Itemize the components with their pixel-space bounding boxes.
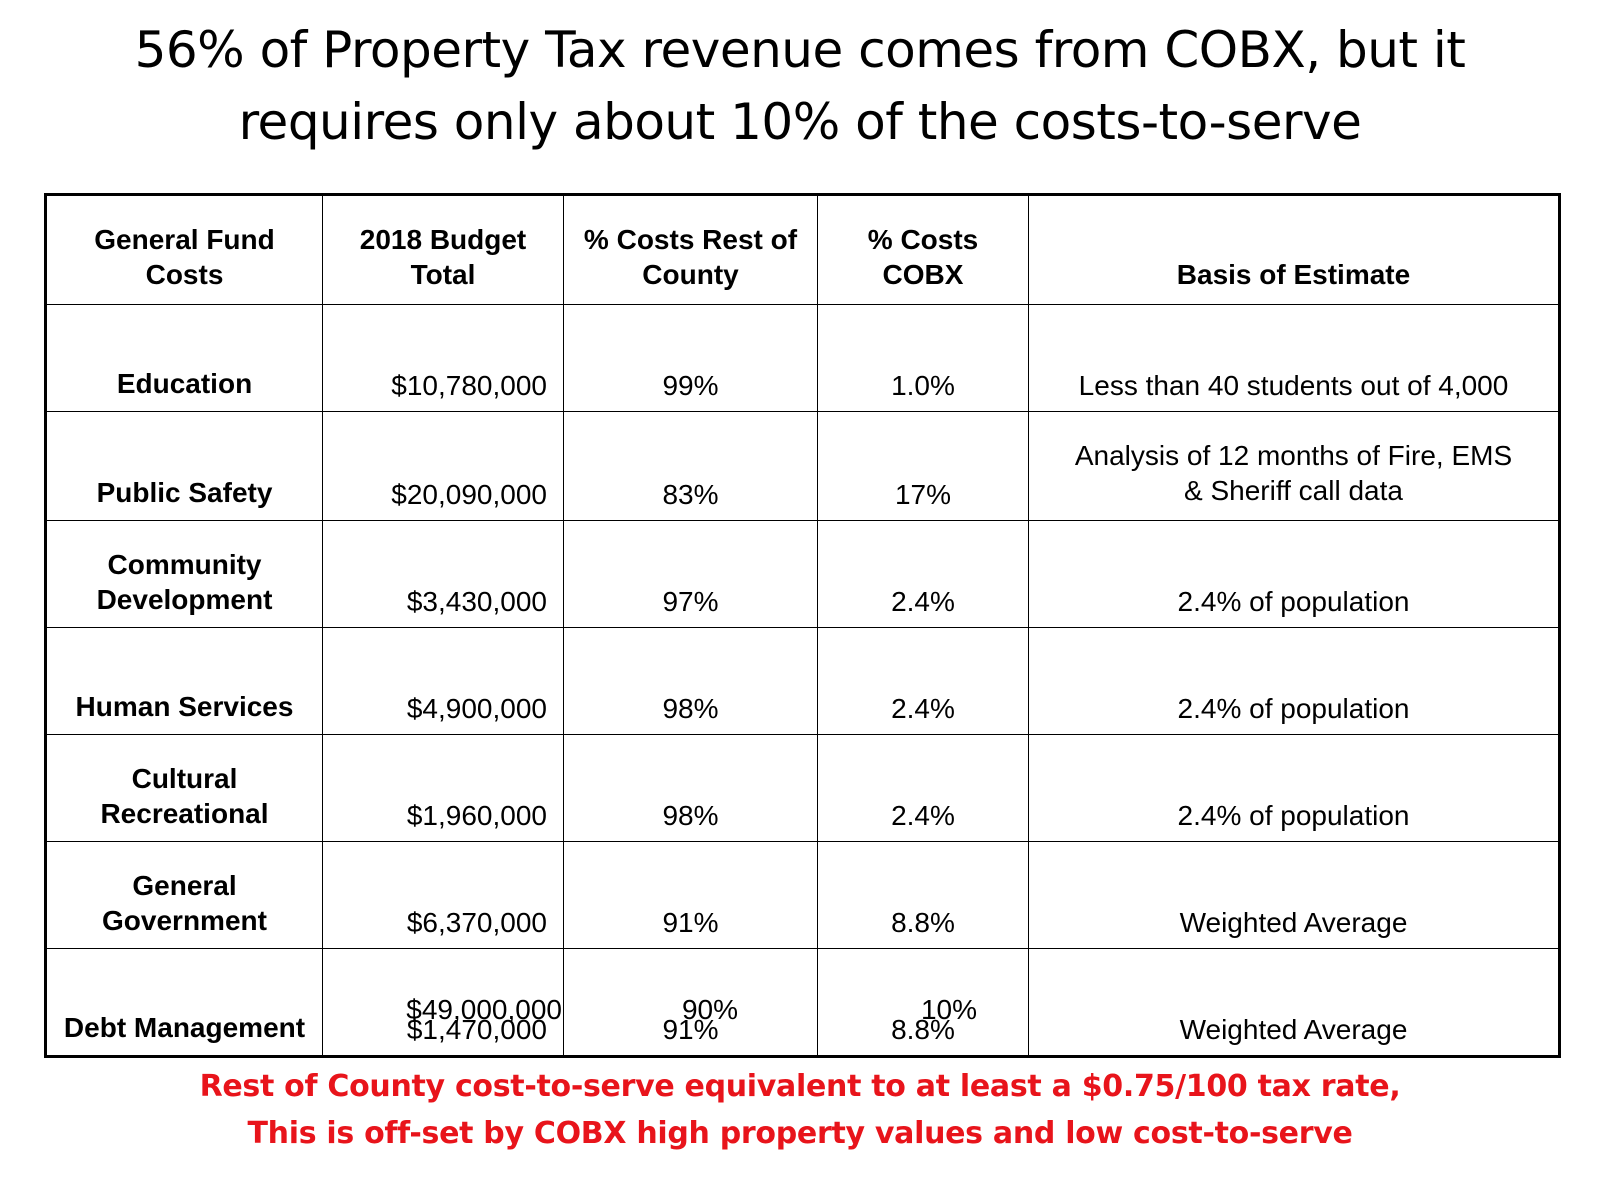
row-category: Human Services [45, 627, 323, 735]
slide-title: 56% of Property Tax revenue comes from C… [0, 14, 1600, 158]
row-budget: $1,470,000 [322, 948, 564, 1057]
row-basis: 2.4% of population [1028, 627, 1560, 735]
row-basis: 2.4% of population [1028, 520, 1560, 628]
footnote-line-1: Rest of County cost-to-serve equivalent … [199, 1069, 1401, 1104]
table-row: Human Services $4,900,000 98% 2.4% 2.4% … [45, 627, 1560, 735]
row-cobx-pct: 1.0% [817, 304, 1029, 412]
footnote: Rest of County cost-to-serve equivalent … [0, 1063, 1600, 1157]
total-rest-pct: 90% [681, 994, 739, 1025]
row-rest-pct: 99% [563, 304, 818, 412]
table-row: Public Safety $20,090,000 83% 17% Analys… [45, 411, 1560, 521]
row-budget: $20,090,000 [322, 411, 564, 521]
header-cobx: % Costs COBX [817, 194, 1029, 305]
header-category: General Fund Costs [45, 194, 323, 305]
title-line-1: 56% of Property Tax revenue comes from C… [134, 21, 1466, 79]
row-rest-pct: 91% [563, 841, 818, 949]
row-budget: $1,960,000 [322, 734, 564, 842]
row-budget: $4,900,000 [322, 627, 564, 735]
row-category: General Government [45, 841, 323, 949]
table-header-row: General Fund Costs 2018 Budget Total % C… [45, 194, 1560, 305]
row-category: Debt Management [45, 948, 323, 1057]
row-budget: $10,780,000 [322, 304, 564, 412]
title-line-2: requires only about 10% of the costs-to-… [238, 93, 1362, 151]
row-basis: Weighted Average [1028, 948, 1560, 1057]
row-rest-pct: 98% [563, 627, 818, 735]
row-basis: Weighted Average [1028, 841, 1560, 949]
row-cobx-pct: 17% [817, 411, 1029, 521]
row-category: Public Safety [45, 411, 323, 521]
totals-row: $49,000,000 90% 10% [0, 990, 1600, 1030]
header-rest-of-county: % Costs Rest of County [563, 194, 818, 305]
table-row: Education $10,780,000 99% 1.0% Less than… [45, 304, 1560, 412]
table-row: Cultural Recreational $1,960,000 98% 2.4… [45, 734, 1560, 842]
row-cobx-pct: 2.4% [817, 520, 1029, 628]
row-basis: Analysis of 12 months of Fire, EMS & She… [1028, 411, 1560, 521]
footnote-line-2: This is off-set by COBX high property va… [247, 1116, 1353, 1151]
cost-table: General Fund Costs 2018 Budget Total % C… [44, 193, 1561, 1058]
row-rest-pct: 97% [563, 520, 818, 628]
table-row: Debt Management $1,470,000 91% 8.8% Weig… [45, 948, 1560, 1057]
row-category: Cultural Recreational [45, 734, 323, 842]
row-category: Education [45, 304, 323, 412]
row-cobx-pct: 8.8% [817, 948, 1029, 1057]
row-cobx-pct: 2.4% [817, 734, 1029, 842]
row-budget: $3,430,000 [322, 520, 564, 628]
row-rest-pct: 83% [563, 411, 818, 521]
table-row: General Government $6,370,000 91% 8.8% W… [45, 841, 1560, 949]
row-basis: 2.4% of population [1028, 734, 1560, 842]
row-cobx-pct: 2.4% [817, 627, 1029, 735]
row-category: Community Development [45, 520, 323, 628]
total-cobx-pct: 10% [920, 994, 978, 1025]
row-rest-pct: 98% [563, 734, 818, 842]
total-budget: $49,000,000 [406, 994, 562, 1025]
table-row: Community Development $3,430,000 97% 2.4… [45, 520, 1560, 628]
header-basis: Basis of Estimate [1028, 194, 1560, 305]
header-budget: 2018 Budget Total [322, 194, 564, 305]
row-basis: Less than 40 students out of 4,000 [1028, 304, 1560, 412]
row-rest-pct: 91% [563, 948, 818, 1057]
row-cobx-pct: 8.8% [817, 841, 1029, 949]
row-budget: $6,370,000 [322, 841, 564, 949]
